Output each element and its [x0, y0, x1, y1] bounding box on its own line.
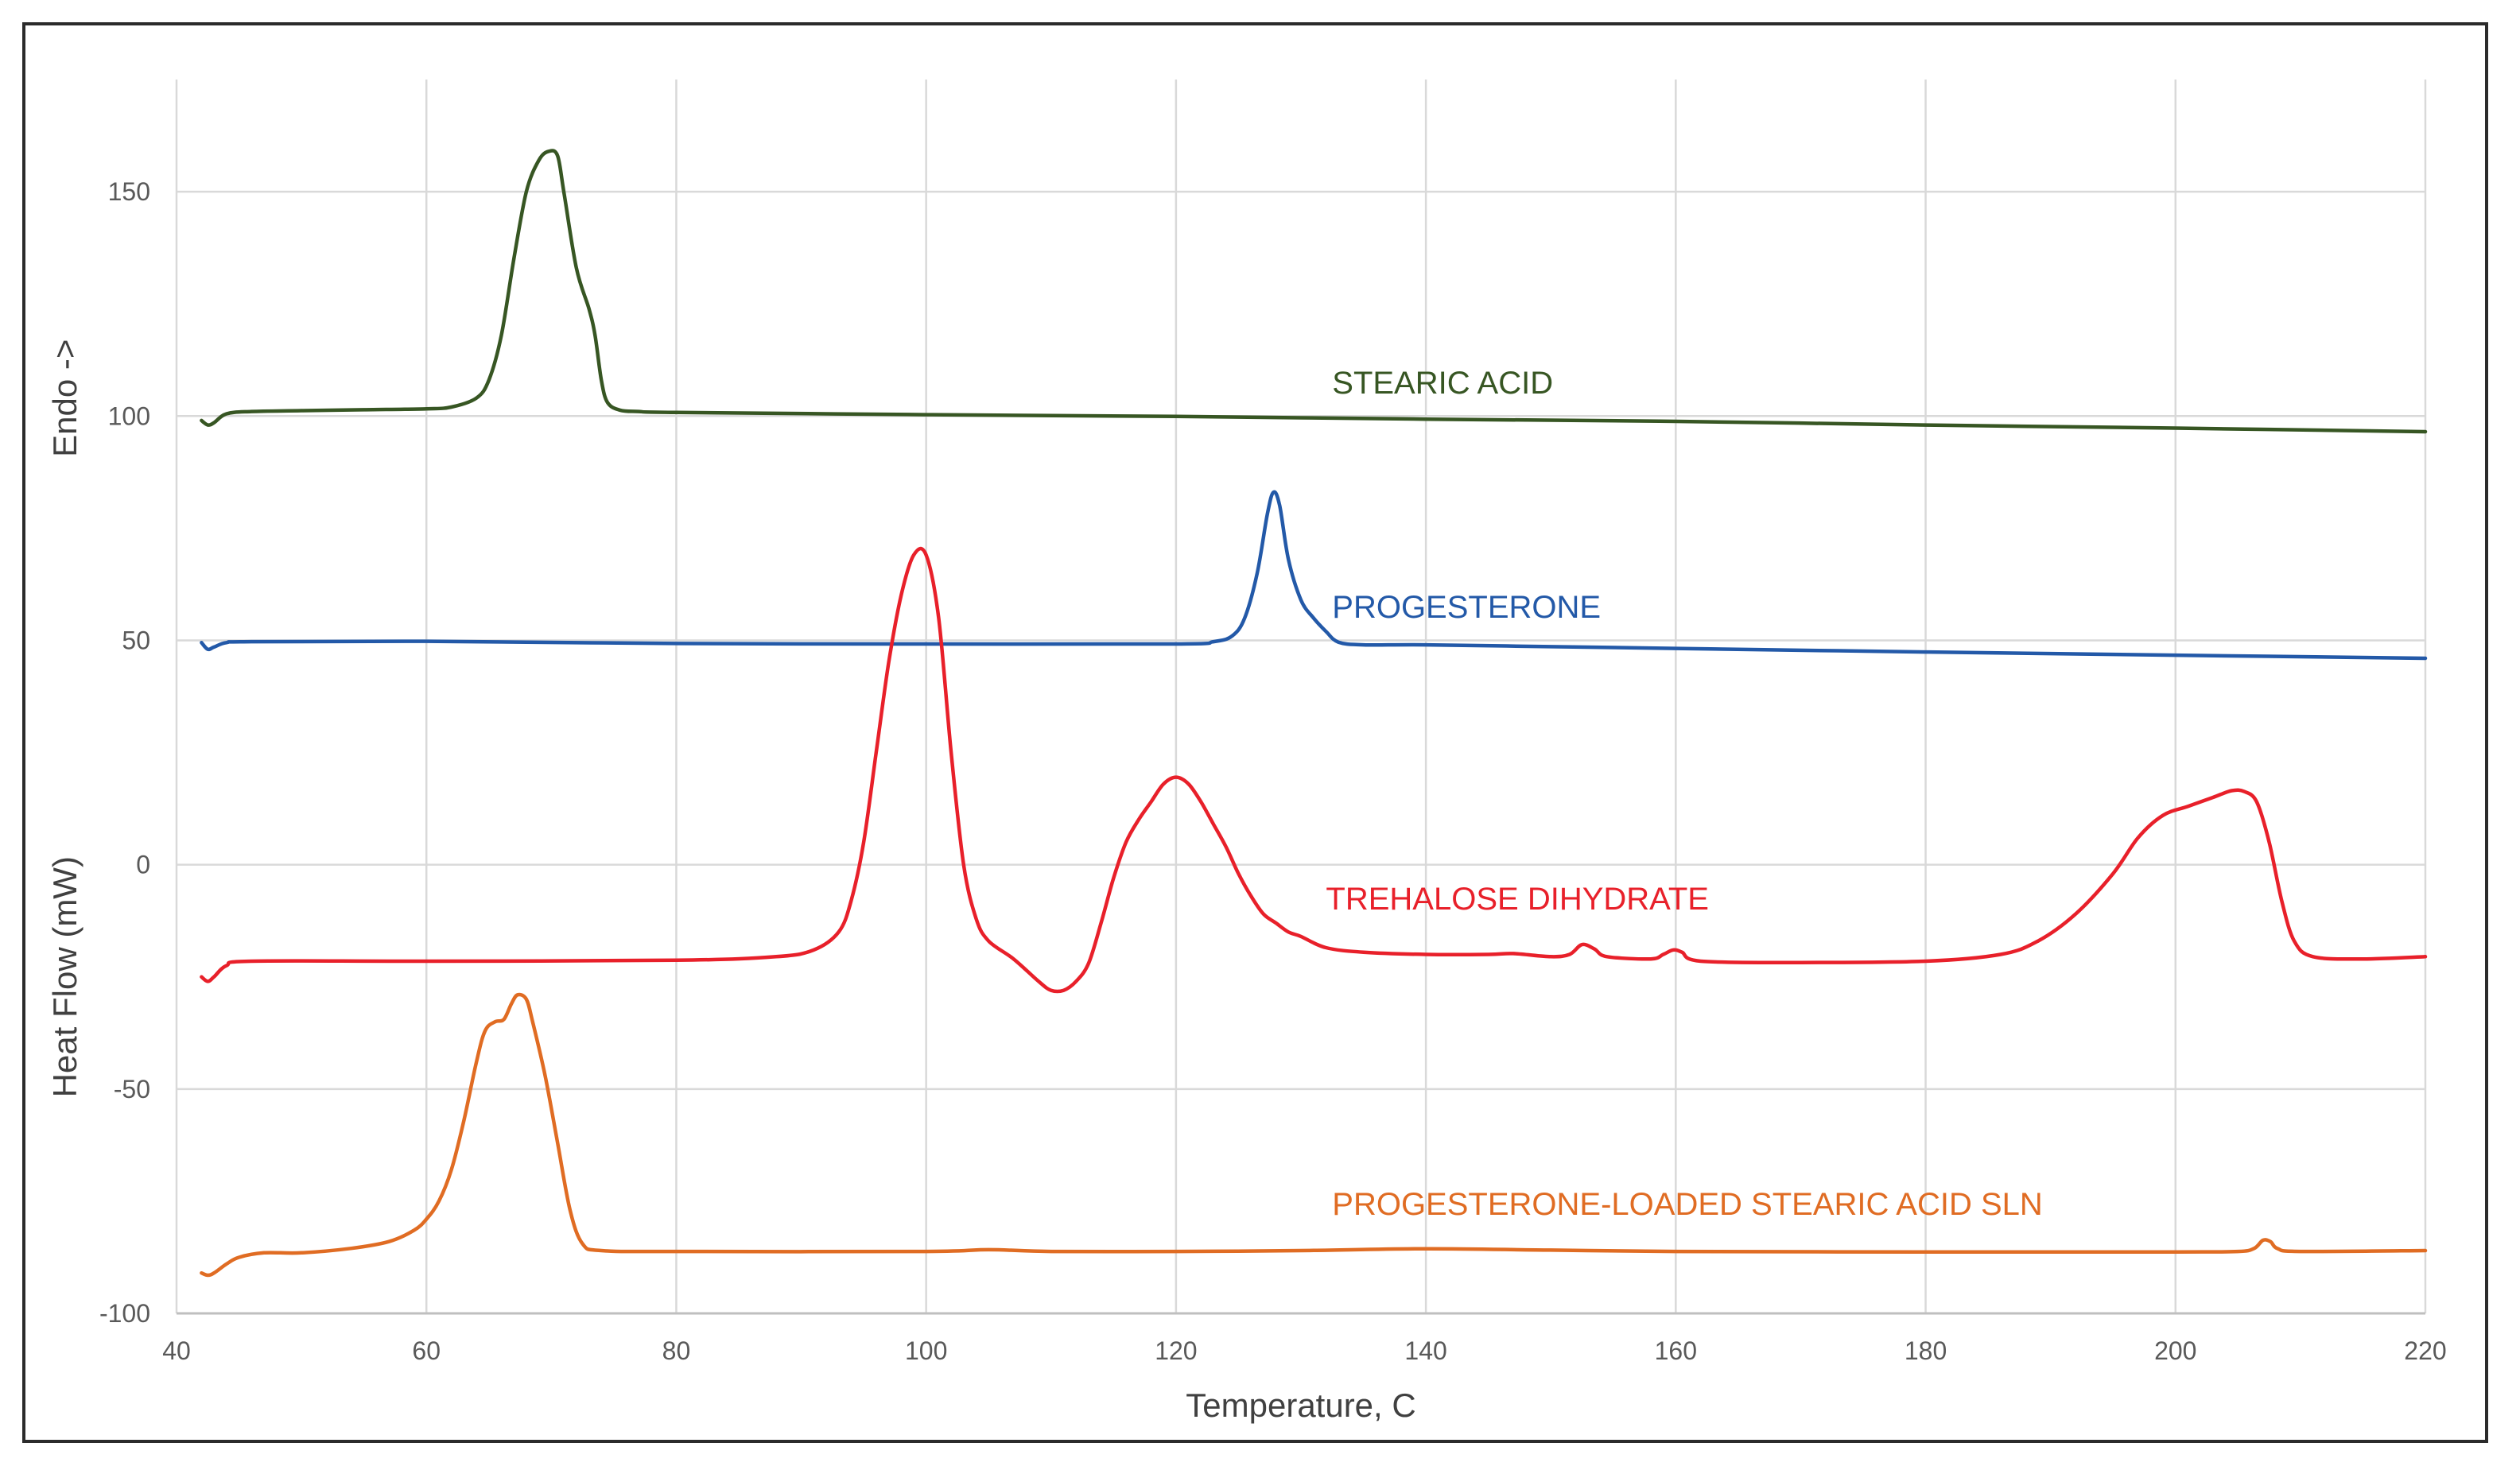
y-tick-label: -50: [114, 1075, 150, 1103]
x-tick-label: 60: [412, 1336, 441, 1365]
series-label: PROGESTERONE-LOADED STEARIC ACID SLN: [1332, 1187, 2043, 1222]
y-tick-label: 150: [108, 177, 150, 206]
x-tick-label: 160: [1655, 1336, 1697, 1365]
x-tick-label: 140: [1404, 1336, 1446, 1365]
x-tick-labels: 40 60 80 100 120 140 160 180 200 220: [162, 1336, 2446, 1365]
x-tick-label: 180: [1905, 1336, 1947, 1365]
series-line-progesterone: [200, 490, 2428, 661]
grid: [175, 80, 2427, 1315]
series-labels: STEARIC ACID PROGESTERONE TREHALOSE DIHYDR…: [1326, 366, 2042, 1222]
x-tick-label: 200: [2154, 1336, 2196, 1365]
y-tick-label: 0: [136, 851, 150, 879]
series-line-trehalose-dihydrate: [200, 546, 2428, 994]
x-tick-label: 220: [2404, 1336, 2446, 1365]
x-tick-label: 40: [162, 1336, 191, 1365]
y-tick-label: -100: [99, 1299, 150, 1328]
x-tick-label: 80: [662, 1336, 691, 1365]
x-tick-label: 100: [905, 1336, 947, 1365]
series-line-progesterone-loaded-stearic-acid-sln: [200, 992, 2428, 1278]
series-label: TREHALOSE DIHYDRATE: [1326, 882, 1709, 917]
series-line-stearic-acid: [200, 149, 2428, 434]
series-label: PROGESTERONE: [1332, 590, 1601, 625]
x-axis-title: Temperature, C: [1186, 1387, 1415, 1424]
y-tick-labels: -100 -50 0 50 100 150: [99, 177, 150, 1328]
series-label: STEARIC ACID: [1332, 366, 1553, 401]
y-tick-label: 50: [122, 626, 150, 654]
chart-frame: [22, 22, 2488, 1443]
y-axis-endo-label: Endo ->: [46, 339, 83, 457]
series-lines: [200, 149, 2428, 1278]
y-axis-title: Heat Flow (mW): [46, 856, 83, 1097]
y-tick-label: 100: [108, 401, 150, 430]
x-tick-label: 120: [1155, 1336, 1197, 1365]
